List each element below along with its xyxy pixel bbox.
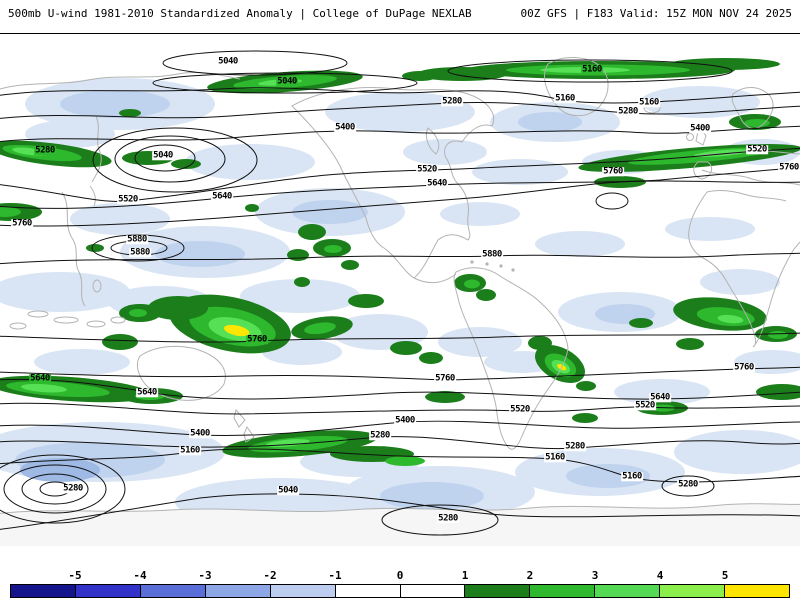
model-run-info: 00Z GFS | F183 Valid: 15Z MON NOV 24 202… — [520, 7, 792, 20]
colorbar-segment — [140, 585, 206, 597]
title-bar: 500mb U-wind 1981-2010 Standardized Anom… — [8, 7, 792, 20]
colorbar-tick: 2 — [526, 569, 534, 582]
colorbar-tick: 5 — [721, 569, 729, 582]
colorbar-segment — [400, 585, 466, 597]
colorbar-segment — [725, 585, 790, 597]
colorbar-segment — [11, 585, 76, 597]
colorbar-tick: -4 — [133, 569, 147, 582]
colorbar-segment — [530, 585, 596, 597]
colorbar-ticks: -5 -4 -3 -2 -1 0 1 2 3 4 5 — [10, 569, 790, 584]
colorbar-segment — [335, 585, 401, 597]
colorbar-tick: -3 — [198, 569, 212, 582]
map-area — [0, 33, 800, 546]
colorbar-tick: 1 — [461, 569, 469, 582]
colorbar-tick: 0 — [396, 569, 404, 582]
map-svg — [0, 50, 800, 546]
colorbar-segment — [75, 585, 141, 597]
colorbar-tick: -1 — [328, 569, 342, 582]
colorbar-tick: 4 — [656, 569, 664, 582]
colorbar-segment — [660, 585, 726, 597]
colorbar-segment — [270, 585, 336, 597]
colorbar-legend: -5 -4 -3 -2 -1 0 1 2 3 4 5 — [10, 569, 790, 598]
colorbar-tick: -2 — [263, 569, 277, 582]
colorbar-tick: -5 — [68, 569, 82, 582]
colorbar-segment — [595, 585, 661, 597]
colorbar — [10, 584, 790, 598]
colorbar-segment — [205, 585, 271, 597]
colorbar-tick: 3 — [591, 569, 599, 582]
product-title: 500mb U-wind 1981-2010 Standardized Anom… — [8, 7, 472, 20]
positive-anomaly-shading — [0, 58, 800, 466]
colorbar-segment — [465, 585, 531, 597]
